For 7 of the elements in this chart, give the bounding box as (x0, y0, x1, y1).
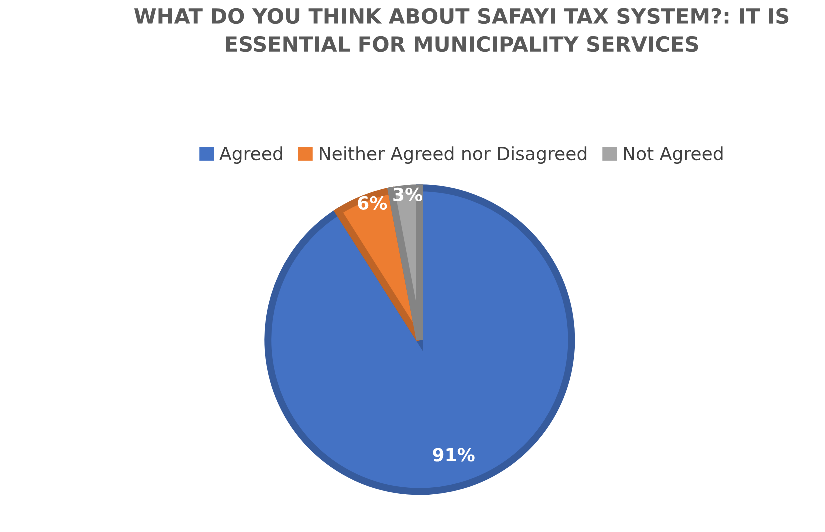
legend-label: Neither Agreed nor Disagreed (320, 146, 587, 164)
chart-title: WHAT DO YOU THINK ABOUT SAFAYI TAX SYSTEM?: IT IS ESSENTIAL FOR MUNICIPALITY SERVICES (134, 8, 789, 52)
legend-label: Not Agreed (624, 146, 723, 164)
data-label: 3% (394, 188, 423, 202)
legend-label: Agreed (220, 146, 282, 164)
data-label: 6% (358, 196, 388, 210)
data-label: 91% (433, 448, 475, 462)
